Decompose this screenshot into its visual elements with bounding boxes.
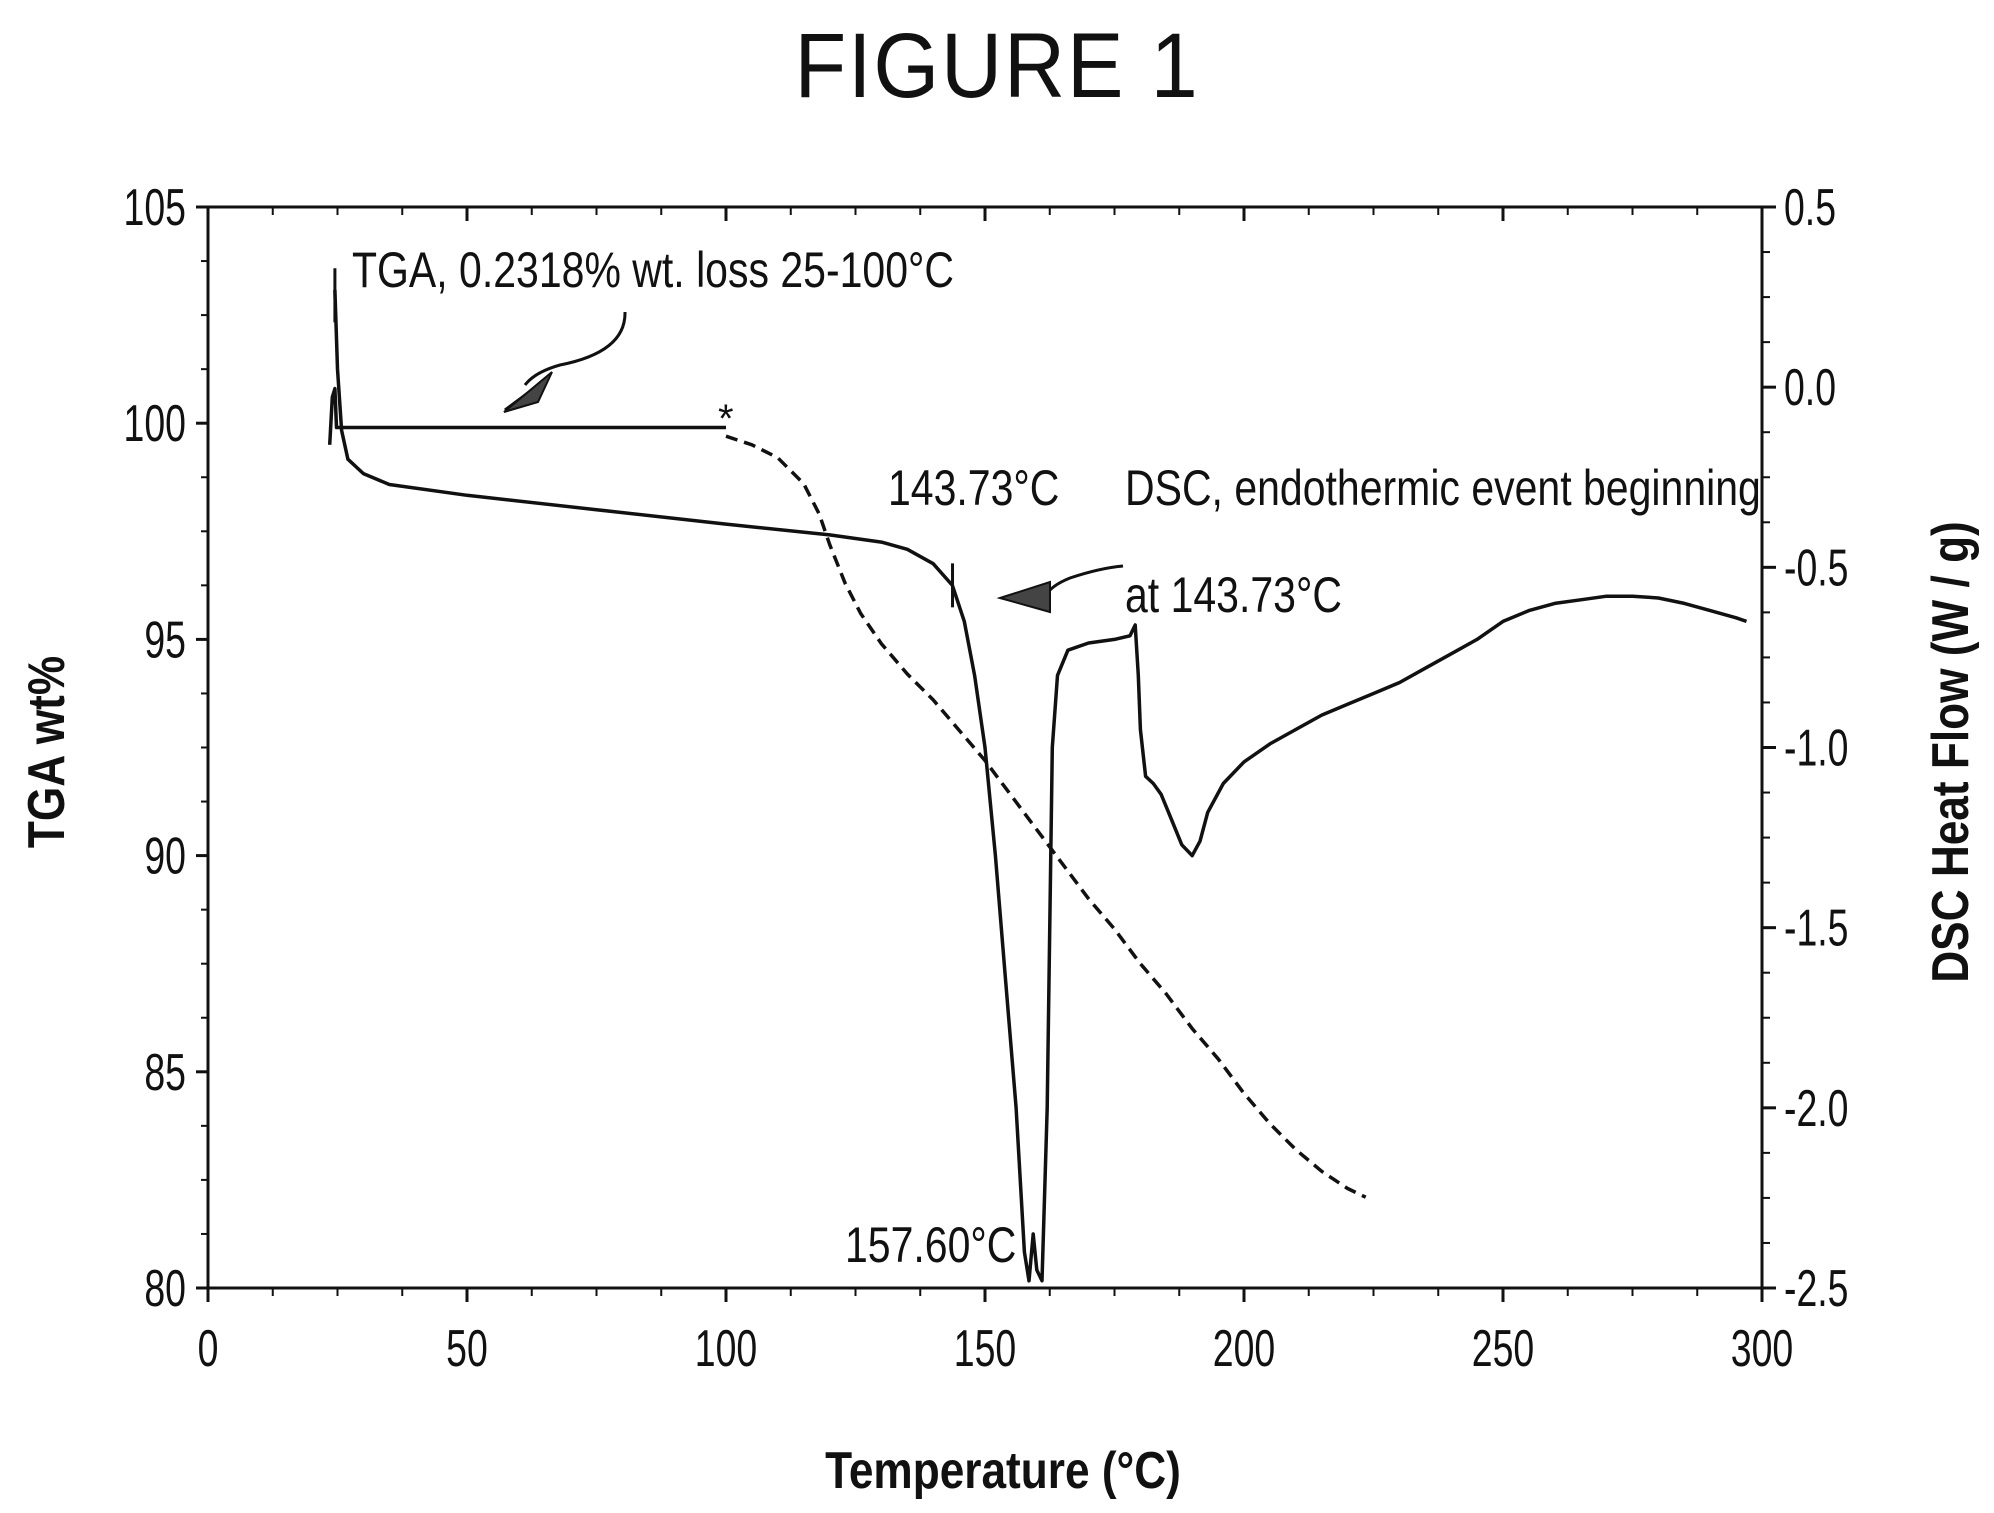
figure-title: FIGURE 1 [794, 15, 1200, 117]
y-right-tick-label: -0.5 [1784, 538, 1849, 597]
x-tick-label: 0 [198, 1319, 219, 1378]
annotation-asterisk: * [718, 397, 734, 441]
y-left-tick-label: 95 [144, 610, 186, 669]
y-right-tick-label: -2.0 [1784, 1079, 1849, 1138]
y-axis-title-right: DSC Heat Flow (W / g) [1922, 521, 1980, 983]
x-tick-label: 100 [695, 1319, 757, 1378]
dsc-arrow-head [996, 580, 1051, 614]
tga-arrow-head-fill [503, 371, 553, 413]
y-right-tick-label: 0.0 [1784, 358, 1836, 417]
annotation-dsc-line2: at 143.73°C [1125, 567, 1342, 623]
x-tick-label: 150 [954, 1319, 1016, 1378]
y-right-tick-label: -1.0 [1784, 718, 1849, 777]
y-left-tick-label: 100 [124, 394, 186, 453]
y-left-tick-label: 85 [144, 1043, 186, 1102]
annotation-dsc-line1: DSC, endothermic event beginning [1125, 460, 1761, 516]
series-line-3 [333, 289, 1748, 1283]
annotations: TGA, 0.2318% wt. loss 25-100°C * 143.73°… [352, 242, 1761, 1273]
y-right-tick-label: -1.5 [1784, 899, 1849, 958]
y-right-tick-label: 0.5 [1784, 178, 1836, 237]
y-left-tick-label: 105 [124, 178, 186, 237]
annotation-tga-loss: TGA, 0.2318% wt. loss 25-100°C [352, 242, 954, 298]
annotation-peak-temp: 157.60°C [845, 1217, 1016, 1273]
x-tick-label: 50 [446, 1319, 488, 1378]
series-line-2 [725, 434, 1367, 1199]
x-axis-title: Temperature (°C) [825, 1442, 1181, 1500]
data-series [327, 268, 1748, 1283]
series-line-1 [327, 386, 726, 445]
tga-arrow-tail [523, 311, 627, 386]
y-right-tick-label: -2.5 [1784, 1259, 1849, 1318]
x-tick-label: 250 [1472, 1319, 1534, 1378]
y-axis-title-left: TGA wt% [18, 656, 76, 848]
annotation-onset-temp: 143.73°C [888, 460, 1059, 516]
axis-ticks: 0 50 100 150 200 250 300 80 85 90 95 100 105 -2.5 -2.0… [124, 178, 1849, 1378]
x-tick-label: 200 [1213, 1319, 1275, 1378]
annotation-arrows [503, 311, 1124, 614]
dsc-arrow-tail [1043, 564, 1124, 598]
y-left-tick-label: 90 [144, 827, 186, 886]
x-tick-label: 300 [1731, 1319, 1793, 1378]
y-left-tick-label: 80 [144, 1259, 186, 1318]
